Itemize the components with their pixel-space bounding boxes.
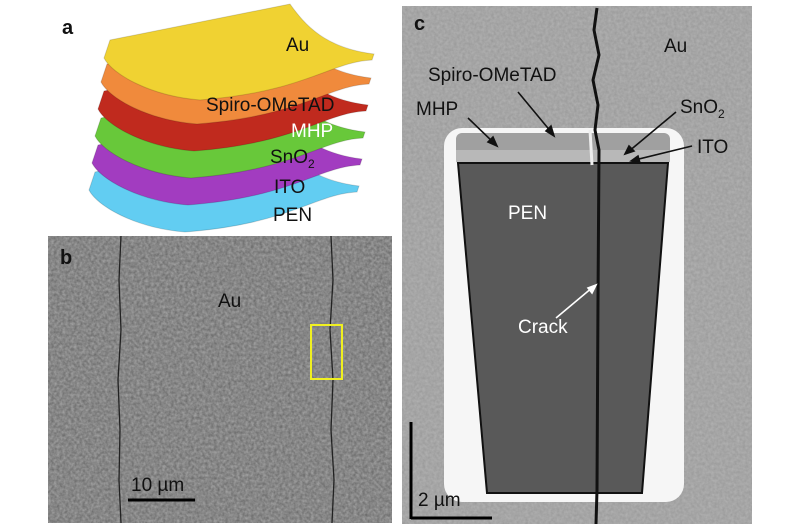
- layer-label-ito: ITO: [274, 177, 306, 198]
- panel-label-a: a: [62, 17, 74, 39]
- scale-bar-label: 2 µm: [418, 490, 461, 511]
- layer-label-sno2: SnO2: [270, 147, 315, 171]
- label-mhp: MHP: [416, 99, 459, 120]
- layer-label-spiro: Spiro-OMeTAD: [206, 95, 335, 116]
- layer-label-mhp: MHP: [291, 121, 334, 142]
- label-ito: ITO: [697, 137, 729, 158]
- label-spiro-ometad: Spiro-OMeTAD: [428, 65, 557, 86]
- layer-sheet: [103, 3, 375, 101]
- crack-line: [117, 235, 122, 524]
- panel-label-b: b: [60, 247, 73, 269]
- label-crack: Crack: [518, 317, 568, 338]
- crack-line: [591, 7, 601, 524]
- scale-bar-label: 10 µm: [131, 475, 185, 496]
- layer-stack-illustration: [88, 3, 375, 233]
- layer-label-au: Au: [286, 35, 310, 56]
- panel-c-sem-image: [402, 6, 752, 524]
- label-au: Au: [664, 36, 688, 57]
- panel-label-c: c: [414, 13, 426, 35]
- label-pen: PEN: [508, 203, 548, 224]
- panel-b-sem-image: [48, 235, 392, 524]
- layer-label-pen: PEN: [273, 205, 313, 226]
- highlight-box: [310, 324, 343, 380]
- label-sno2: SnO2: [680, 97, 725, 121]
- label-au: Au: [218, 291, 242, 312]
